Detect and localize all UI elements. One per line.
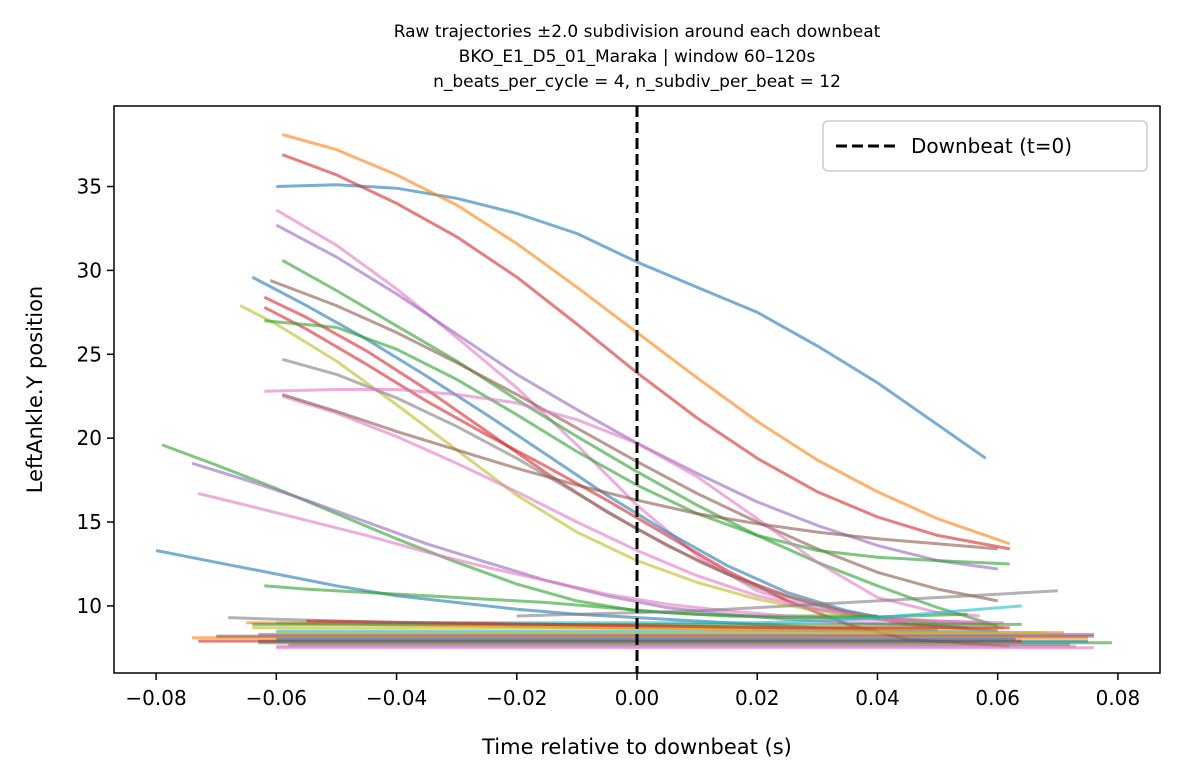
legend-box [822,120,1148,172]
y-tick-label: 20 [77,426,102,450]
y-tick-label: 10 [77,594,102,618]
y-tick-label: 30 [77,258,102,282]
y-tick-label: 35 [77,175,102,199]
trajectory-line-11 [239,304,938,625]
x-tick-label: 0.02 [735,686,780,710]
y-tick-label: 25 [77,342,102,366]
chart-title: Raw trajectories ±2.0 subdivision around… [394,22,881,92]
trajectory-line-1 [276,183,987,460]
trajectory-line-37 [306,619,1010,630]
chart-title-line-1: Raw trajectories ±2.0 subdivision around… [394,22,881,42]
trajectory-line-21 [264,584,968,620]
x-tick-label: 0.06 [975,686,1020,710]
x-axis-label: Time relative to downbeat (s) [481,735,792,759]
x-tick-label: −0.08 [125,686,186,710]
trajectory-line-6 [281,258,999,628]
legend: Downbeat (t=0) [822,120,1148,172]
trajectory-line-23 [516,589,1058,618]
chart-title-line-2: BKO_E1_D5_01_Maraka | window 60–120s [459,47,816,67]
y-axis-label: LeftAnkle.Y position [23,286,47,493]
x-axis-ticks: −0.08 −0.06 −0.04 −0.02 0.00 0.02 0.04 0.06 0.08 [125,673,1140,710]
trajectory-line-12 [264,319,1010,566]
x-tick-label: −0.04 [366,686,427,710]
x-tick-label: −0.02 [486,686,547,710]
legend-downbeat-label: Downbeat (t=0) [911,134,1072,158]
x-tick-label: 0.00 [615,686,660,710]
x-tick-label: −0.06 [246,686,307,710]
x-tick-label: 0.04 [855,686,900,710]
chart-title-line-3: n_beats_per_cycle = 4, n_subdiv_per_beat… [433,72,841,92]
y-axis-ticks: 10 15 20 25 30 35 [77,175,114,618]
x-tick-label: 0.08 [1096,686,1141,710]
y-tick-label: 15 [77,510,102,534]
trajectory-line-19 [197,492,908,623]
